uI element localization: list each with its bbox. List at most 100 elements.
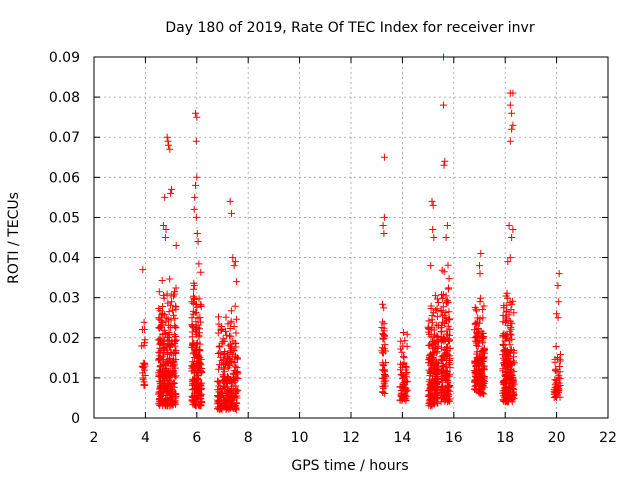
data-point: [381, 390, 389, 397]
data-point: [166, 301, 174, 309]
data-point: [400, 352, 407, 360]
data-point: [172, 348, 180, 356]
data-point: [504, 258, 512, 266]
data-point: [197, 302, 205, 310]
data-point: [433, 348, 441, 356]
axis-ticks: [93, 56, 609, 419]
data-point: [440, 335, 448, 343]
data-point: [499, 351, 507, 359]
y-tick-labels: 0 0.01 0.02 0.03 0.04 0.05 0.06 0.07 0.08 0.09: [49, 50, 80, 427]
data-point: [508, 125, 516, 133]
x-tick-label: 2: [90, 430, 99, 446]
data-point: [226, 362, 233, 370]
data-point: [230, 323, 238, 330]
data-point: [500, 302, 508, 310]
data-point: [140, 326, 148, 333]
data-point: [555, 270, 563, 278]
data-point: [396, 383, 404, 391]
data-point: [428, 319, 436, 327]
data-point: [166, 342, 174, 350]
data-point: [509, 226, 517, 233]
data-point: [505, 336, 513, 344]
y-tick-label: 0.02: [49, 331, 80, 347]
data-point: [476, 353, 483, 361]
data-point: [499, 367, 507, 375]
y-tick-label: 0.08: [49, 90, 80, 106]
data-point: [159, 399, 167, 407]
data-point: [172, 337, 180, 345]
data-point: [220, 365, 228, 373]
data-point: [218, 357, 226, 365]
data-point: [378, 347, 386, 355]
data-point: [429, 380, 437, 388]
data-point: [196, 340, 204, 348]
data-point: [141, 381, 149, 389]
data-point: [163, 133, 171, 141]
data-point: [214, 378, 222, 386]
data-point: [433, 313, 441, 321]
data-point: [190, 285, 198, 293]
data-point: [380, 304, 388, 312]
data-point: [427, 354, 435, 362]
data-point: [508, 234, 516, 241]
data-point: [440, 101, 447, 109]
data-point: [552, 343, 560, 350]
data-point: [476, 270, 484, 278]
data-point: [555, 379, 563, 387]
data-point: [480, 390, 488, 398]
data-point: [231, 302, 239, 310]
data-point: [172, 392, 180, 400]
data-point: [429, 201, 437, 209]
data-point: [155, 356, 162, 364]
data-point: [190, 378, 198, 385]
data-point: [556, 357, 564, 365]
data-point: [155, 305, 163, 312]
data-point: [228, 385, 236, 393]
grid-lines: [94, 57, 608, 418]
data-point: [440, 333, 448, 341]
data-point: [159, 337, 167, 345]
data-point: [192, 181, 199, 189]
data-point: [477, 379, 485, 387]
data-point: [555, 298, 563, 306]
data-point: [225, 391, 232, 399]
data-point: [473, 381, 481, 389]
data-point: [443, 222, 451, 229]
data-point: [191, 396, 199, 403]
data-point: [509, 379, 517, 387]
data-point: [398, 363, 406, 371]
data-point: [505, 383, 513, 391]
data-point: [479, 314, 487, 322]
data-point: [190, 205, 198, 213]
data-point: [475, 339, 483, 347]
data-point: [158, 319, 166, 326]
data-point: [158, 310, 166, 318]
data-point: [217, 384, 225, 392]
data-point: [503, 315, 510, 323]
data-point: [190, 401, 198, 409]
data-point: [231, 363, 239, 371]
data-point: [161, 330, 169, 337]
data-point: [473, 367, 481, 375]
data-point: [425, 330, 433, 338]
data-point: [556, 393, 564, 401]
data-point: [399, 342, 407, 350]
data-point: [442, 360, 450, 368]
data-point: [503, 364, 511, 372]
data-point: [194, 374, 202, 382]
data-point: [500, 381, 508, 389]
data-point: [164, 349, 172, 356]
data-point: [190, 339, 198, 347]
data-point: [433, 379, 441, 387]
data-points: [138, 53, 564, 414]
data-point: [165, 331, 173, 339]
x-tick-label: 8: [244, 430, 253, 446]
data-point: [227, 319, 235, 327]
data-point: [427, 305, 435, 313]
data-point: [550, 387, 558, 395]
data-point: [167, 383, 175, 391]
data-point: [165, 308, 173, 316]
data-point: [440, 161, 448, 169]
data-point: [159, 375, 167, 383]
data-point: [159, 369, 166, 377]
